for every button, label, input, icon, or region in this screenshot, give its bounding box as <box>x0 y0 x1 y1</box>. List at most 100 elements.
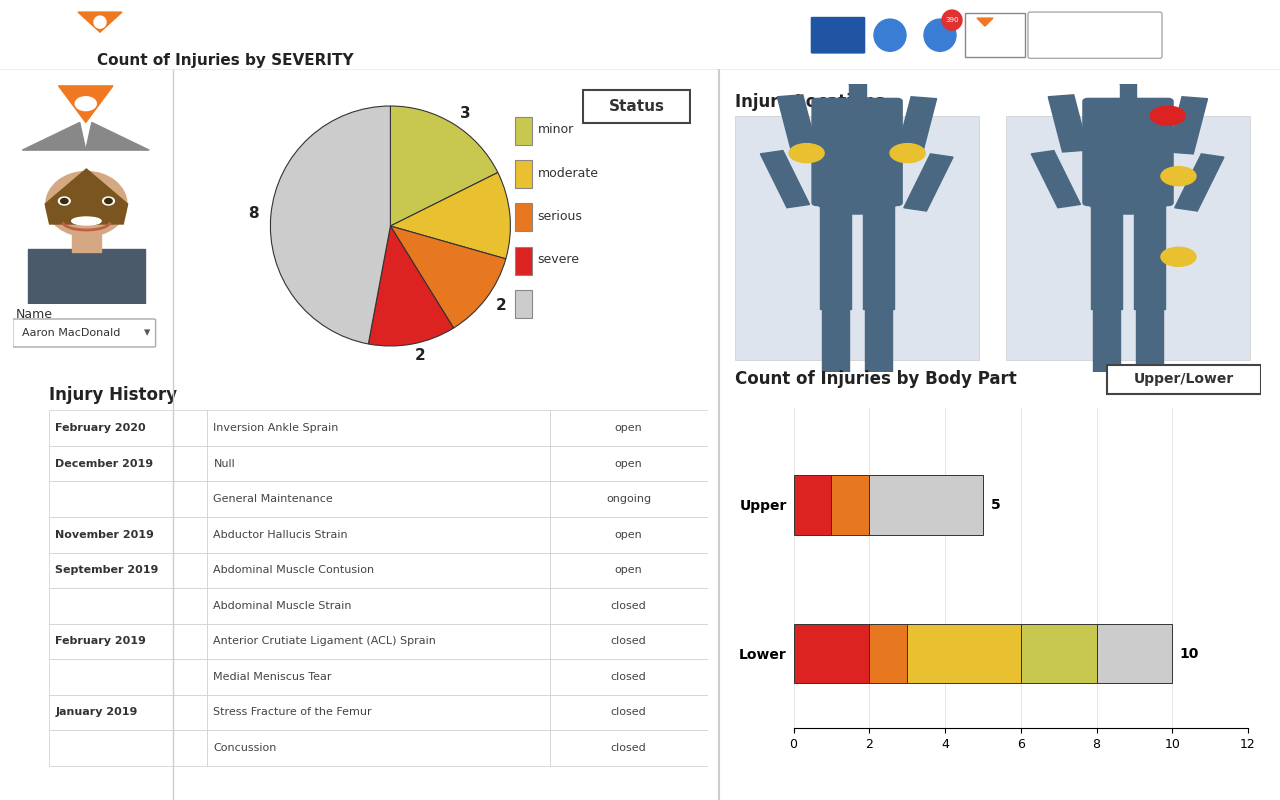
Text: Stress Fracture of the Femur: Stress Fracture of the Femur <box>214 707 372 718</box>
Wedge shape <box>390 226 506 328</box>
Text: Abdominal Muscle Strain: Abdominal Muscle Strain <box>214 601 352 611</box>
Bar <box>549 517 708 553</box>
Text: Status: Status <box>609 99 664 114</box>
Text: February 2020: February 2020 <box>55 423 146 433</box>
Circle shape <box>942 10 963 30</box>
Bar <box>515 246 532 274</box>
Bar <box>207 659 549 694</box>
Bar <box>207 410 549 446</box>
Bar <box>1032 150 1080 208</box>
FancyBboxPatch shape <box>13 319 156 347</box>
FancyBboxPatch shape <box>965 13 1025 58</box>
Bar <box>207 694 549 730</box>
Ellipse shape <box>1107 57 1149 85</box>
Polygon shape <box>86 122 150 150</box>
Circle shape <box>93 16 106 28</box>
Bar <box>897 97 937 154</box>
Circle shape <box>105 198 113 203</box>
Title: Count of Injuries by SEVERITY: Count of Injuries by SEVERITY <box>97 53 353 68</box>
Ellipse shape <box>818 388 852 398</box>
Text: December 2019: December 2019 <box>55 458 154 469</box>
Bar <box>908 624 1021 683</box>
Text: 🔔: 🔔 <box>934 26 945 44</box>
Text: closed: closed <box>611 636 646 646</box>
Bar <box>865 304 892 385</box>
Text: Name: Name <box>15 308 52 321</box>
Text: ongoing: ongoing <box>607 494 652 504</box>
Bar <box>1021 624 1097 683</box>
Bar <box>49 482 207 517</box>
Polygon shape <box>59 86 113 122</box>
Text: 10: 10 <box>1180 646 1199 661</box>
Text: 2: 2 <box>522 206 532 222</box>
Text: PERFORMANCE: PERFORMANCE <box>170 37 335 56</box>
FancyBboxPatch shape <box>812 98 902 206</box>
Text: Aaron MacDonald: Aaron MacDonald <box>22 328 120 338</box>
Bar <box>869 624 908 683</box>
Bar <box>549 624 708 659</box>
Polygon shape <box>78 12 122 58</box>
Circle shape <box>1161 247 1196 266</box>
Circle shape <box>102 197 114 205</box>
Circle shape <box>59 197 70 205</box>
Text: Count of Injuries by Body Part: Count of Injuries by Body Part <box>735 370 1016 388</box>
Bar <box>904 154 954 211</box>
Text: January 2019: January 2019 <box>55 707 138 718</box>
Text: EN ▾: EN ▾ <box>824 29 851 42</box>
Ellipse shape <box>818 191 897 214</box>
FancyBboxPatch shape <box>810 16 867 54</box>
FancyBboxPatch shape <box>1107 365 1261 394</box>
Bar <box>49 624 207 659</box>
Text: Abductor Hallucis Strain: Abductor Hallucis Strain <box>214 530 348 540</box>
Bar <box>49 517 207 553</box>
Polygon shape <box>45 169 128 224</box>
Text: 8: 8 <box>248 206 259 222</box>
Bar <box>549 553 708 588</box>
Text: 2: 2 <box>495 298 507 313</box>
Bar <box>515 117 532 145</box>
Text: ▾: ▾ <box>143 326 150 339</box>
Circle shape <box>874 19 906 51</box>
Bar <box>549 694 708 730</box>
Ellipse shape <box>46 171 127 237</box>
Circle shape <box>60 198 68 203</box>
Bar <box>1175 154 1224 211</box>
Bar <box>549 410 708 446</box>
Bar <box>49 694 207 730</box>
Text: closed: closed <box>611 601 646 611</box>
Bar <box>515 160 532 188</box>
Circle shape <box>1151 106 1185 125</box>
Text: Injury History: Injury History <box>49 386 177 404</box>
Wedge shape <box>369 226 453 346</box>
Polygon shape <box>78 12 122 32</box>
Text: Upper/Lower: Upper/Lower <box>1134 372 1234 386</box>
Circle shape <box>1161 166 1196 186</box>
Bar <box>549 588 708 624</box>
Bar <box>849 74 865 98</box>
Ellipse shape <box>861 388 896 398</box>
Bar <box>1091 202 1123 309</box>
Bar <box>777 95 817 152</box>
Bar <box>515 203 532 231</box>
Bar <box>1134 202 1165 309</box>
Text: open: open <box>614 566 643 575</box>
FancyBboxPatch shape <box>1083 98 1172 206</box>
Circle shape <box>835 391 869 410</box>
Ellipse shape <box>72 217 101 225</box>
Bar <box>1167 97 1207 154</box>
Bar <box>869 475 983 534</box>
Text: Medial Meniscus Tear: Medial Meniscus Tear <box>214 672 332 682</box>
Circle shape <box>810 391 845 410</box>
Text: severe: severe <box>538 253 580 266</box>
Bar <box>28 249 146 304</box>
Bar <box>1120 74 1137 98</box>
Text: Kinduct Admin  ▾: Kinduct Admin ▾ <box>1037 29 1143 42</box>
FancyBboxPatch shape <box>1028 12 1162 58</box>
Bar <box>49 553 207 588</box>
Bar <box>1048 95 1088 152</box>
Bar <box>515 290 532 318</box>
Circle shape <box>869 391 904 410</box>
Text: 3: 3 <box>460 106 471 122</box>
Ellipse shape <box>1088 191 1167 214</box>
Bar <box>822 304 849 385</box>
